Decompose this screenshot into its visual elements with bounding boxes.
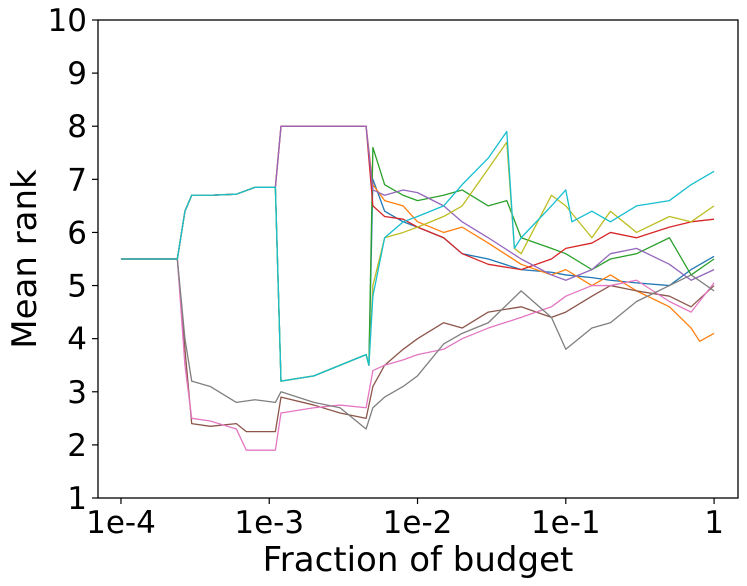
y-tick-label: 3 xyxy=(67,375,87,411)
y-tick-label: 6 xyxy=(67,215,87,251)
y-tick-label: 9 xyxy=(67,56,87,92)
y-tick-label: 2 xyxy=(67,428,87,464)
y-axis: 1 2 3 4 5 6 7 8 9 10 xyxy=(48,3,98,517)
y-tick-label: 10 xyxy=(48,3,87,39)
x-axis-label: Fraction of budget xyxy=(263,540,574,580)
x-tick-label: 1e-3 xyxy=(234,505,304,541)
y-tick-label: 4 xyxy=(67,322,87,358)
series-layer xyxy=(120,125,715,451)
y-tick-label: 7 xyxy=(67,162,87,198)
x-axis: 1e-4 1e-3 1e-2 1e-1 1 xyxy=(86,498,724,541)
y-tick-label: 8 xyxy=(67,109,87,145)
x-tick-label: 1e-1 xyxy=(531,505,601,541)
y-tick-label: 5 xyxy=(67,269,87,305)
series-line-8 xyxy=(120,258,715,430)
y-axis-label: Mean rank xyxy=(5,169,45,349)
y-tick-label: 1 xyxy=(67,481,87,517)
x-tick-label: 1 xyxy=(704,505,724,541)
x-tick-label: 1e-2 xyxy=(383,505,453,541)
x-tick-label: 1e-4 xyxy=(86,505,156,541)
series-line-10 xyxy=(120,130,715,382)
series-line-7 xyxy=(120,258,715,451)
